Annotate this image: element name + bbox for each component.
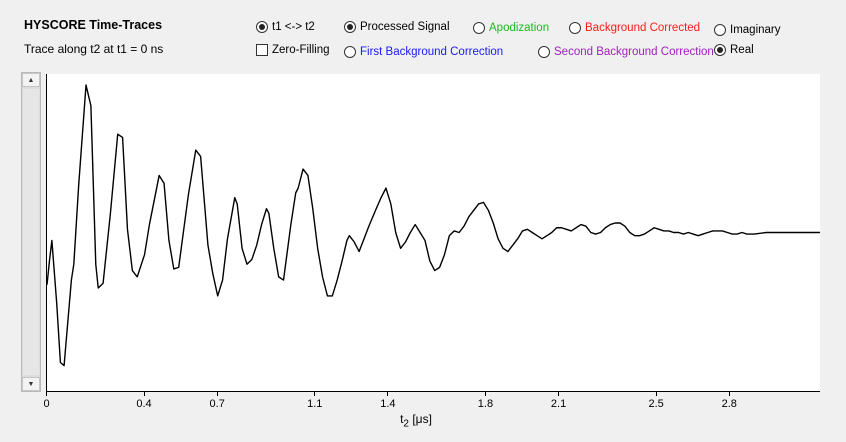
second-background-correction-label: Second Background Correction <box>554 46 714 58</box>
arrow-down-icon: ▼ <box>27 380 35 388</box>
x-tick-mark <box>46 392 47 396</box>
trace-line-0 <box>47 84 820 367</box>
radio-indicator[interactable] <box>538 46 550 58</box>
radio-indicator[interactable] <box>256 21 268 33</box>
processed-signal-label: Processed Signal <box>360 21 450 33</box>
x-axis-label-unit: [μs] <box>408 412 432 426</box>
x-tick-label: 1.1 <box>307 398 323 410</box>
second-background-correction-radio[interactable]: Second Background Correction <box>538 46 714 58</box>
real-label: Real <box>730 44 754 56</box>
x-tick-label: 1.4 <box>380 398 396 410</box>
x-tick-mark <box>216 392 218 396</box>
x-tick-label: 2.8 <box>721 398 737 410</box>
time-trace-plot <box>46 74 820 392</box>
apodization-label: Apodization <box>489 22 550 34</box>
plot-canvas <box>47 84 820 367</box>
radio-indicator[interactable] <box>569 22 581 34</box>
radio-indicator[interactable] <box>714 24 726 36</box>
radio-indicator[interactable] <box>344 21 356 33</box>
scroll-up-button[interactable]: ▲ <box>22 73 40 87</box>
trace-scrollbar[interactable]: ▲ ▼ <box>21 72 41 392</box>
radio-indicator[interactable] <box>473 22 485 34</box>
imaginary-label: Imaginary <box>730 24 781 36</box>
checkbox-indicator[interactable] <box>256 44 268 56</box>
scroll-down-button[interactable]: ▼ <box>22 377 40 391</box>
x-tick-label: 2.1 <box>550 398 567 410</box>
zero-filling-label: Zero-Filling <box>272 44 330 56</box>
panel-title: HYSCORE Time-Traces <box>24 18 163 32</box>
real-radio[interactable]: Real <box>714 44 754 56</box>
x-tick-mark <box>143 392 145 396</box>
x-tick-label: 2.5 <box>648 398 664 410</box>
x-tick-label: 0 <box>43 398 50 410</box>
x-tick-mark <box>655 392 657 396</box>
x-tick-label: 0.4 <box>136 398 152 410</box>
x-tick-label: 1.8 <box>477 398 494 410</box>
first-background-correction-radio[interactable]: First Background Correction <box>344 46 503 58</box>
arrow-up-icon: ▲ <box>27 76 35 84</box>
x-tick-mark <box>387 392 389 396</box>
imaginary-radio[interactable]: Imaginary <box>714 24 781 36</box>
x-tick-mark <box>314 392 316 396</box>
radio-indicator[interactable] <box>344 46 356 58</box>
x-axis-label: t2 [μs] <box>400 412 432 429</box>
apodization-radio[interactable]: Apodization <box>473 22 549 34</box>
x-tick-mark <box>728 392 730 396</box>
radio-indicator[interactable] <box>714 44 726 56</box>
trace-description: Trace along t2 at t1 = 0 ns <box>24 42 164 56</box>
zero-filling-checkbox[interactable]: Zero-Filling <box>256 44 330 56</box>
scrollbar-thumb[interactable] <box>23 89 39 375</box>
x-tick-mark <box>558 392 560 396</box>
x-tick-mark <box>484 392 486 396</box>
background-corrected-radio[interactable]: Background Corrected <box>569 22 700 34</box>
first-background-correction-label: First Background Correction <box>360 46 504 58</box>
x-tick-label: 0.7 <box>209 398 225 410</box>
x-axis-label-subscript: 2 <box>403 418 409 430</box>
x-axis-label-symbol: t <box>400 412 404 426</box>
processed-signal-radio[interactable]: Processed Signal <box>344 21 450 33</box>
swap-axes-label: t1 <-> t2 <box>272 21 315 33</box>
background-corrected-label: Background Corrected <box>585 22 701 34</box>
swap-axes-radio[interactable]: t1 <-> t2 <box>256 21 315 33</box>
